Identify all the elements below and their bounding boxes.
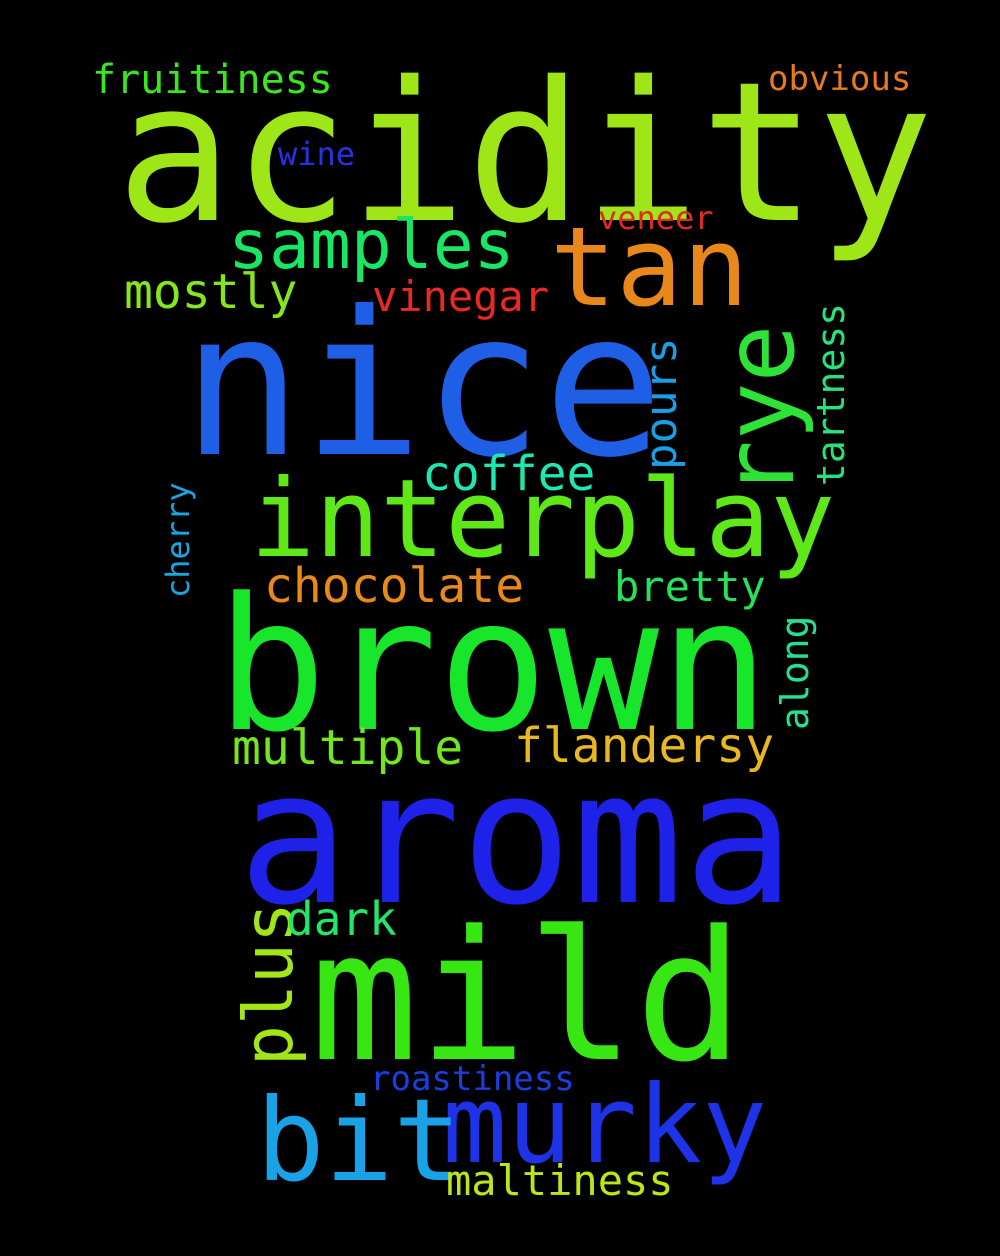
word-roastiness: roastiness: [370, 1059, 575, 1099]
word-obvious: obvious: [768, 59, 912, 99]
word-bit: bit: [256, 1074, 462, 1207]
word-flandersy: flandersy: [514, 718, 775, 774]
word-cherry: cherry: [159, 482, 197, 598]
word-dark: dark: [286, 892, 397, 946]
word-murky: murky: [442, 1063, 768, 1188]
word-nice: nice: [182, 269, 664, 502]
word-vinegar: vinegar: [372, 272, 550, 321]
word-samples: samples: [228, 206, 515, 285]
word-mild: mild: [310, 893, 744, 1102]
word-maltiness: maltiness: [446, 1156, 674, 1205]
word-wine: wine: [278, 135, 356, 173]
word-chocolate: chocolate: [264, 558, 525, 614]
word-along: along: [773, 615, 817, 730]
word-aroma: aroma: [238, 730, 795, 946]
word-coffee: coffee: [422, 446, 596, 502]
word-fruitiness: fruitiness: [92, 57, 333, 103]
word-bretty: bretty: [614, 562, 766, 611]
word-tan: tan: [550, 203, 749, 331]
word-multiple: multiple: [232, 720, 464, 776]
word-brown: brown: [216, 559, 770, 773]
word-mostly: mostly: [124, 264, 298, 320]
word-interplay: interplay: [250, 457, 836, 582]
word-rye: rye: [704, 324, 816, 498]
word-tartness: tartness: [809, 302, 853, 486]
word-veneer: veneer: [598, 199, 714, 237]
word-pours: pours: [636, 337, 687, 470]
word-acidity: acidity: [116, 40, 934, 266]
